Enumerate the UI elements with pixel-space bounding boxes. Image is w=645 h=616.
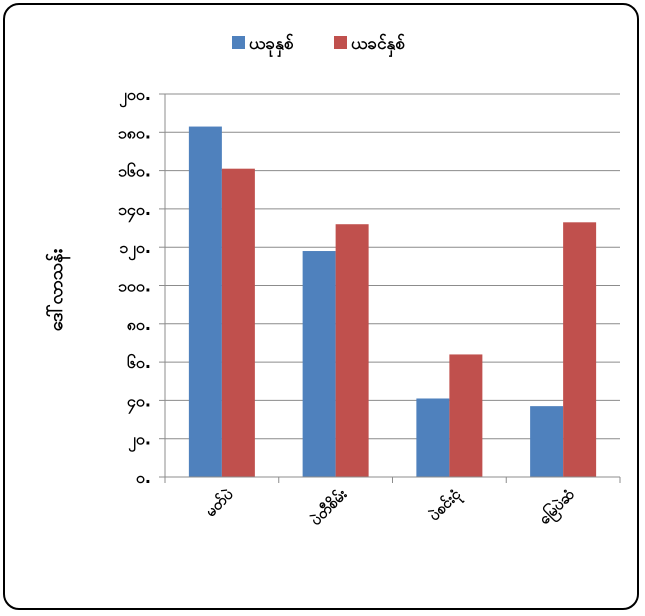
y-tick-label: ၁၆၀. [118, 162, 151, 181]
x-tick-labels: မတ်ပဲ ပဲတီစိမ်း ပဲစင်းငုံ မြေပဲဆံ [201, 483, 581, 530]
y-tick-label: ၁၄၀. [118, 200, 151, 223]
legend-label: ယခုနှစ် [249, 33, 294, 58]
y-tick-label: ၂၀၀. [119, 85, 151, 108]
y-tick-label: ၆၀. [127, 353, 151, 372]
bar-current-year [188, 126, 222, 478]
y-tick-label: ၂၀. [128, 430, 151, 453]
bar-current-year [416, 398, 450, 477]
legend: ယခုနှစ် ယခင်နှစ် [232, 33, 405, 58]
x-tick-label: ပဲစင်းငုံ [424, 484, 467, 527]
y-tick-label: ၄၀. [127, 391, 151, 414]
y-axis-label: ဒေါ်လာသန်း [45, 249, 71, 332]
x-tick-label: မတ်ပဲ [201, 484, 237, 520]
x-tick-label: မြေပဲဆံ [534, 483, 581, 530]
bar-previous-year [563, 222, 597, 477]
bars [188, 126, 597, 478]
y-tick-label: ၁၂၀. [119, 238, 151, 261]
bar-current-year [302, 251, 336, 477]
bar-previous-year [221, 168, 255, 477]
bar-previous-year [449, 354, 483, 477]
legend-label: ယခင်နှစ် [351, 33, 405, 58]
y-tick-label: ၁၀၀. [118, 277, 151, 296]
bar-current-year [530, 406, 564, 477]
y-tick-label: ၈၀. [127, 315, 151, 334]
legend-swatch [334, 36, 347, 49]
legend-swatch [232, 36, 245, 49]
y-tick-labels: ၀. ၂၀. ၄၀. ၆၀. ၈၀. ၁၀၀. ၁၂၀. ၁၄၀. ၁၆၀. ၁၈၀. ၂၀၀. [118, 85, 151, 487]
y-tick-label: ၀. [136, 468, 151, 487]
y-tick-label: ၁၈၀. [118, 123, 151, 142]
axes [159, 93, 621, 483]
x-tick-label: ပဲတီစိမ်း [306, 484, 351, 529]
bar-previous-year [335, 224, 369, 477]
